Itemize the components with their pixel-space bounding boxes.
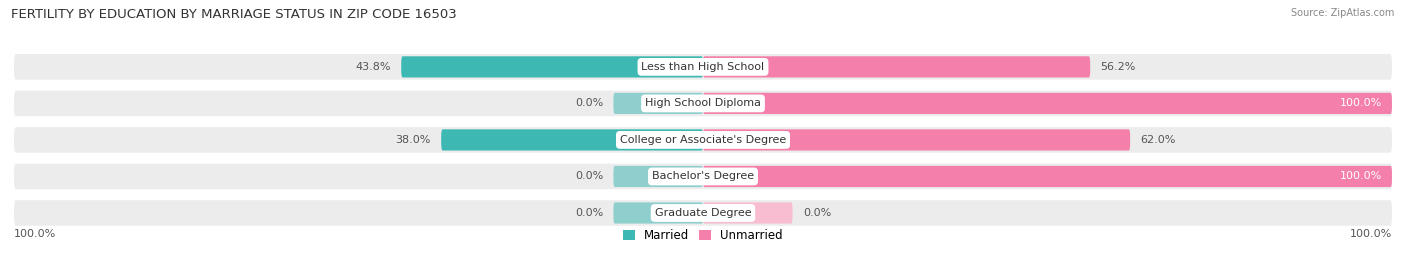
Text: 0.0%: 0.0% <box>575 208 603 218</box>
Text: FERTILITY BY EDUCATION BY MARRIAGE STATUS IN ZIP CODE 16503: FERTILITY BY EDUCATION BY MARRIAGE STATU… <box>11 8 457 21</box>
Text: 100.0%: 100.0% <box>14 229 56 239</box>
Text: 56.2%: 56.2% <box>1101 62 1136 72</box>
FancyBboxPatch shape <box>14 127 1392 153</box>
FancyBboxPatch shape <box>613 166 703 187</box>
FancyBboxPatch shape <box>401 56 703 77</box>
FancyBboxPatch shape <box>703 93 1392 114</box>
Text: 100.0%: 100.0% <box>1350 229 1392 239</box>
Text: High School Diploma: High School Diploma <box>645 98 761 108</box>
Text: 38.0%: 38.0% <box>395 135 430 145</box>
Text: Source: ZipAtlas.com: Source: ZipAtlas.com <box>1291 8 1395 18</box>
Text: 100.0%: 100.0% <box>1340 98 1382 108</box>
Text: Bachelor's Degree: Bachelor's Degree <box>652 171 754 182</box>
Text: 0.0%: 0.0% <box>575 171 603 182</box>
FancyBboxPatch shape <box>703 202 793 224</box>
Text: 0.0%: 0.0% <box>803 208 831 218</box>
Text: 0.0%: 0.0% <box>575 98 603 108</box>
Text: Less than High School: Less than High School <box>641 62 765 72</box>
Text: 100.0%: 100.0% <box>1340 171 1382 182</box>
FancyBboxPatch shape <box>14 164 1392 189</box>
Legend: Married, Unmarried: Married, Unmarried <box>619 224 787 247</box>
FancyBboxPatch shape <box>14 54 1392 80</box>
FancyBboxPatch shape <box>703 166 1392 187</box>
FancyBboxPatch shape <box>14 200 1392 226</box>
Text: College or Associate's Degree: College or Associate's Degree <box>620 135 786 145</box>
Text: Graduate Degree: Graduate Degree <box>655 208 751 218</box>
FancyBboxPatch shape <box>613 93 703 114</box>
FancyBboxPatch shape <box>703 56 1090 77</box>
FancyBboxPatch shape <box>441 129 703 151</box>
FancyBboxPatch shape <box>613 202 703 224</box>
FancyBboxPatch shape <box>703 129 1130 151</box>
Text: 43.8%: 43.8% <box>356 62 391 72</box>
FancyBboxPatch shape <box>14 91 1392 116</box>
Text: 62.0%: 62.0% <box>1140 135 1175 145</box>
